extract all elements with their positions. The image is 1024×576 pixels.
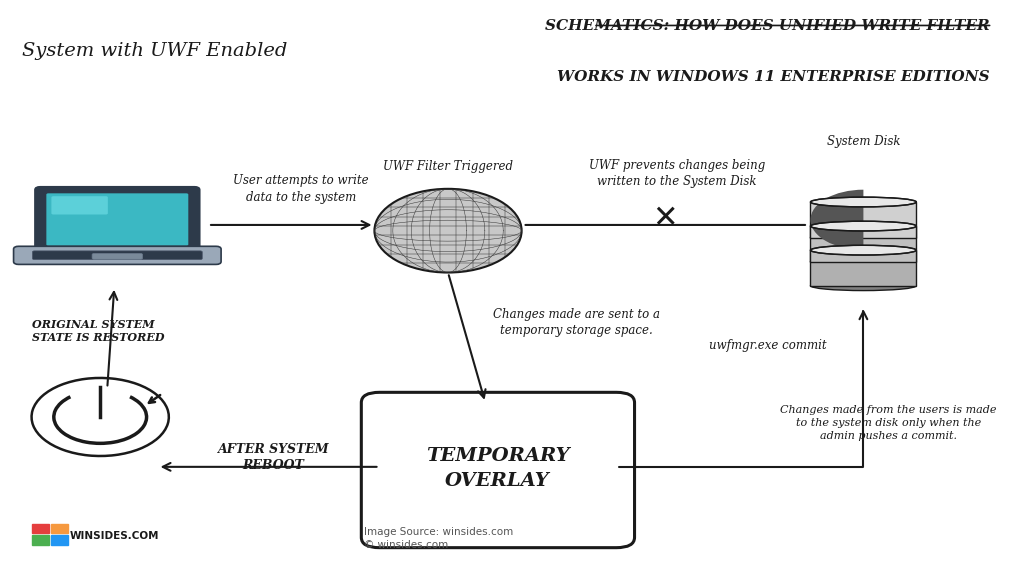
- Text: UWF prevents changes being
written to the System Disk: UWF prevents changes being written to th…: [589, 159, 765, 188]
- Ellipse shape: [810, 221, 916, 231]
- Text: SCHEMATICS: HOW DOES UNIFIED WRITE FILTER: SCHEMATICS: HOW DOES UNIFIED WRITE FILTE…: [545, 18, 989, 33]
- Text: AFTER SYSTEM
REBOOT: AFTER SYSTEM REBOOT: [218, 442, 330, 472]
- Text: Changes made from the users is made
to the system disk only when the
admin pushe: Changes made from the users is made to t…: [780, 405, 996, 441]
- Bar: [32, 535, 49, 544]
- Text: WORKS IN WINDOWS 11 ENTERPRISE EDITIONS: WORKS IN WINDOWS 11 ENTERPRISE EDITIONS: [557, 70, 989, 84]
- Text: System Disk: System Disk: [826, 135, 900, 147]
- Text: TEMPORARY
OVERLAY: TEMPORARY OVERLAY: [426, 447, 569, 490]
- Text: uwfmgr.exe commit: uwfmgr.exe commit: [709, 339, 826, 352]
- FancyBboxPatch shape: [810, 226, 916, 262]
- Ellipse shape: [810, 245, 916, 255]
- Text: ORIGINAL SYSTEM
STATE IS RESTORED: ORIGINAL SYSTEM STATE IS RESTORED: [32, 319, 164, 343]
- Ellipse shape: [810, 281, 916, 290]
- Text: User attempts to write
data to the system: User attempts to write data to the syste…: [233, 175, 369, 204]
- Bar: [32, 524, 49, 533]
- FancyBboxPatch shape: [46, 194, 188, 246]
- FancyBboxPatch shape: [35, 187, 200, 252]
- FancyBboxPatch shape: [51, 196, 108, 214]
- FancyBboxPatch shape: [361, 392, 635, 548]
- Wedge shape: [810, 190, 863, 250]
- Text: © winsides.com: © winsides.com: [365, 540, 449, 550]
- FancyBboxPatch shape: [33, 251, 203, 260]
- FancyBboxPatch shape: [13, 247, 221, 264]
- Ellipse shape: [810, 257, 916, 267]
- Text: WINSIDES.COM: WINSIDES.COM: [70, 530, 160, 541]
- Circle shape: [375, 189, 521, 272]
- Ellipse shape: [810, 197, 916, 207]
- Text: ✕: ✕: [652, 204, 678, 234]
- FancyBboxPatch shape: [92, 253, 142, 259]
- Ellipse shape: [810, 233, 916, 242]
- FancyBboxPatch shape: [810, 202, 916, 237]
- Text: System with UWF Enabled: System with UWF Enabled: [22, 41, 287, 59]
- Bar: [51, 524, 69, 533]
- Text: Image Source: winsides.com: Image Source: winsides.com: [365, 526, 514, 537]
- Text: Changes made are sent to a
temporary storage space.: Changes made are sent to a temporary sto…: [493, 308, 659, 337]
- FancyBboxPatch shape: [810, 250, 916, 286]
- Bar: [51, 535, 69, 544]
- Text: UWF Filter Triggered: UWF Filter Triggered: [383, 160, 513, 173]
